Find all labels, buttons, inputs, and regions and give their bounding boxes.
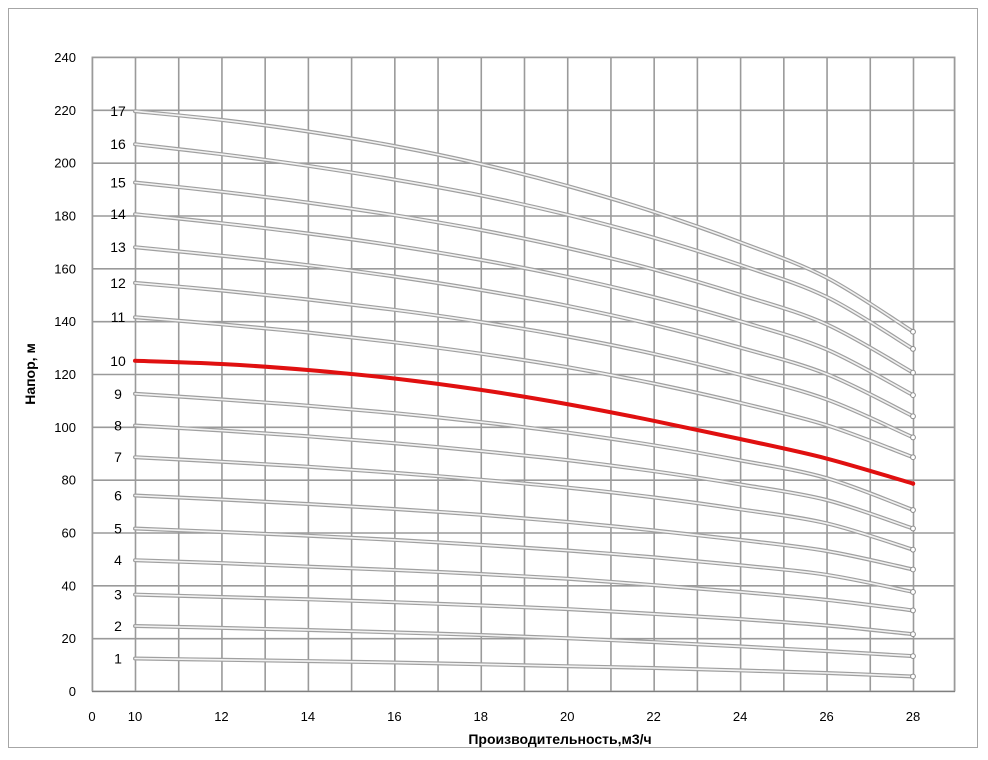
- y-tick-label: 240: [54, 50, 76, 65]
- series-label-12: 12: [110, 275, 126, 291]
- series-end-marker-12: [910, 434, 916, 441]
- y-axis-title: Напор, м: [22, 343, 38, 405]
- x-tick-label: 26: [819, 709, 833, 724]
- series-label-9: 9: [114, 386, 122, 402]
- series-end-marker-13: [910, 413, 916, 420]
- x-tick-label: 16: [387, 709, 401, 724]
- series-end-marker-10: [910, 481, 916, 486]
- series-end-marker-17: [910, 328, 916, 335]
- series-label-11: 11: [111, 309, 126, 325]
- series-line-4: [134, 559, 914, 612]
- series-end-marker-14: [910, 392, 916, 399]
- y-tick-label: 40: [62, 578, 76, 593]
- x-axis-title: Производительность,м3/ч: [468, 731, 651, 747]
- x-tick-label: 24: [733, 709, 747, 724]
- series-label-4: 4: [114, 552, 122, 568]
- series-line-7: [134, 456, 914, 551]
- x-tick-label: 18: [474, 709, 488, 724]
- series-line-10: [133, 358, 915, 486]
- series-end-marker-7: [910, 546, 916, 553]
- series-line-3: [134, 593, 914, 635]
- series-line-14: [134, 213, 914, 396]
- series-line-15: [134, 181, 914, 374]
- y-tick-label: 60: [62, 526, 76, 541]
- series-end-marker-4: [910, 607, 916, 614]
- series-label-17: 17: [110, 103, 126, 119]
- series-line-16: [134, 143, 914, 350]
- x-tick-label: 22: [646, 709, 660, 724]
- series-line-13: [134, 246, 914, 418]
- series-line-12: [134, 282, 914, 439]
- y-tick-label: 180: [54, 209, 76, 224]
- grid: [91, 56, 956, 693]
- y-tick-label: 20: [62, 631, 76, 646]
- series-label-16: 16: [110, 136, 126, 152]
- series-line-1: [134, 657, 914, 678]
- x-tick-label: 14: [301, 709, 315, 724]
- series-end-marker-5: [910, 589, 916, 595]
- series-end-marker-16: [910, 346, 916, 352]
- series-end-marker-11: [910, 454, 916, 461]
- series-line-9: [134, 393, 914, 511]
- y-tick-label: 200: [54, 156, 76, 171]
- series-line-11: [134, 316, 914, 458]
- series-label-1: 1: [114, 651, 122, 667]
- series-end-marker-1: [910, 673, 916, 680]
- series-label-2: 2: [114, 618, 122, 634]
- series-label-7: 7: [114, 449, 122, 465]
- y-tick-label: 100: [54, 420, 76, 435]
- series-label-6: 6: [114, 488, 122, 504]
- series-label-13: 13: [110, 239, 126, 255]
- x-tick-label: 0: [88, 709, 95, 724]
- y-tick-label: 120: [54, 367, 76, 382]
- series-label-14: 14: [110, 206, 126, 222]
- curves: [133, 109, 916, 680]
- y-tick-label: 0: [69, 684, 76, 699]
- series-end-marker-6: [910, 566, 916, 573]
- series-label-10: 10: [110, 353, 126, 369]
- series-label-15: 15: [110, 174, 126, 190]
- series-line-8: [134, 424, 914, 530]
- x-tick-label: 10: [128, 709, 142, 724]
- y-tick-label: 220: [54, 103, 76, 118]
- x-tick-label: 20: [560, 709, 574, 724]
- series-end-marker-8: [910, 525, 916, 532]
- series-line-6: [134, 494, 914, 571]
- series-label-3: 3: [114, 587, 122, 603]
- series-end-marker-15: [910, 369, 916, 376]
- series-line-2: [134, 625, 914, 657]
- series-label-8: 8: [114, 418, 122, 434]
- y-tick-label: 80: [62, 473, 76, 488]
- series-label-5: 5: [114, 521, 122, 537]
- series-end-marker-9: [910, 507, 916, 513]
- series-line-5: [134, 527, 914, 593]
- x-tick-label: 12: [214, 709, 228, 724]
- series-line-17: [134, 110, 914, 333]
- series-end-marker-2: [910, 653, 916, 660]
- y-tick-label: 160: [54, 261, 76, 276]
- y-tick-label: 140: [54, 314, 76, 329]
- x-tick-label: 28: [906, 709, 920, 724]
- series-end-marker-3: [910, 631, 916, 638]
